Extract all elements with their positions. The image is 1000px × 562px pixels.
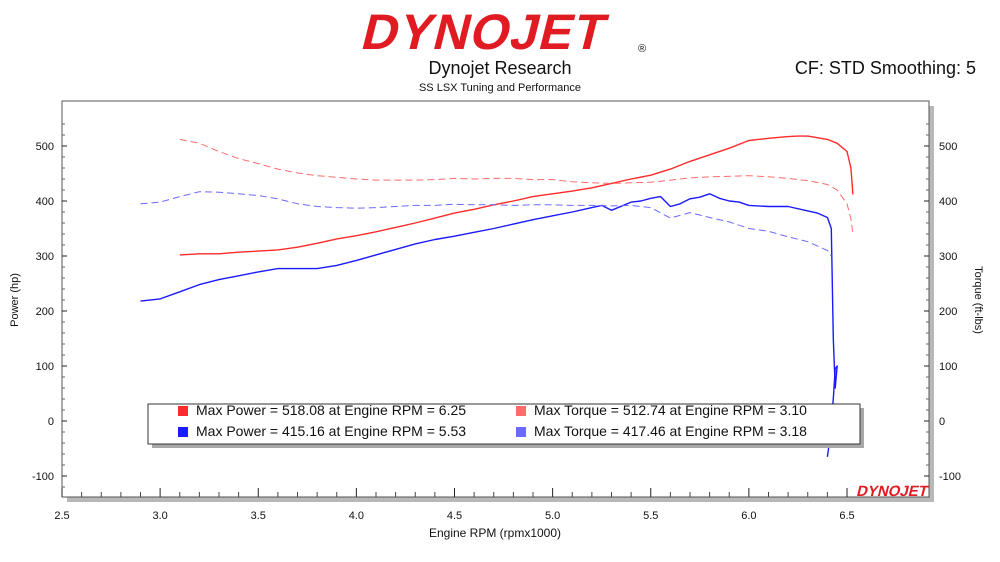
chart-title: Dynojet Research bbox=[428, 58, 572, 78]
y2-axis-label: Torque (ft-lbs) bbox=[972, 266, 984, 334]
legend-swatch bbox=[178, 406, 188, 416]
series-layer bbox=[140, 135, 854, 457]
x-tick-label: 3.0 bbox=[152, 510, 167, 522]
y2-tick-label: 300 bbox=[939, 251, 957, 263]
dynojet-logo: DYNOJET ® bbox=[357, 6, 647, 56]
x-tick-label: 6.0 bbox=[741, 510, 756, 522]
y2-tick-label: 400 bbox=[939, 196, 957, 208]
x-tick-label: 5.5 bbox=[643, 510, 658, 522]
y2-tick-label: 0 bbox=[939, 416, 945, 428]
legend-entry: Max Power = 518.08 at Engine RPM = 6.25 bbox=[196, 402, 466, 418]
legend-entry: Max Power = 415.16 at Engine RPM = 5.53 bbox=[196, 423, 466, 439]
x-tick-label: 4.5 bbox=[447, 510, 462, 522]
y-tick-label: 500 bbox=[36, 141, 54, 153]
x-axis-label: Engine RPM (rpmx1000) bbox=[429, 526, 561, 540]
legend-entry: Max Torque = 417.46 at Engine RPM = 3.18 bbox=[534, 423, 807, 439]
x-tick-label: 3.5 bbox=[251, 510, 266, 522]
y-tick-label: -100 bbox=[32, 471, 54, 483]
power-run2-line bbox=[140, 193, 838, 457]
legend: Max Power = 518.08 at Engine RPM = 6.25 M… bbox=[147, 402, 864, 448]
y2-tick-label: -100 bbox=[939, 471, 961, 483]
y2-tick-label: 500 bbox=[939, 141, 957, 153]
watermark: DYNOJET bbox=[855, 483, 931, 500]
torque-run1-line bbox=[179, 138, 854, 235]
y-tick-label: 100 bbox=[36, 361, 54, 373]
legend-swatch bbox=[178, 427, 188, 437]
x-tick-label: 4.0 bbox=[349, 510, 364, 522]
x-tick-label: 5.0 bbox=[545, 510, 560, 522]
y2-tick-label: 200 bbox=[939, 306, 957, 318]
y-tick-label: 400 bbox=[36, 196, 54, 208]
y-tick-label: 300 bbox=[36, 251, 54, 263]
legend-box bbox=[147, 403, 861, 445]
y-tick-label: 200 bbox=[36, 306, 54, 318]
axis-ticks: 2.5 3.0 3.5 4.0 4.5 5.0 5.5 6.0 6.5 500 400 300 200 1… bbox=[32, 123, 961, 522]
correction-factor-text: CF: STD Smoothing: 5 bbox=[794, 58, 976, 78]
x-tick-label: 6.5 bbox=[839, 510, 854, 522]
logo-brand-text: DYNOJET bbox=[357, 6, 614, 56]
x-tick-label: 2.5 bbox=[54, 510, 69, 522]
legend-swatch bbox=[516, 406, 526, 416]
y-axis-label: Power (hp) bbox=[9, 273, 21, 327]
y2-tick-label: 100 bbox=[939, 361, 957, 373]
watermark-brand: DYNOJET bbox=[855, 483, 931, 500]
legend-swatch bbox=[516, 427, 526, 437]
legend-entry: Max Torque = 512.74 at Engine RPM = 3.10 bbox=[534, 402, 807, 418]
y-tick-label: 0 bbox=[48, 416, 54, 428]
power-run1-line bbox=[179, 135, 854, 256]
registered-mark-icon: ® bbox=[638, 43, 646, 55]
torque-run2-line bbox=[140, 191, 832, 257]
chart-subtitle: SS LSX Tuning and Performance bbox=[418, 82, 582, 94]
